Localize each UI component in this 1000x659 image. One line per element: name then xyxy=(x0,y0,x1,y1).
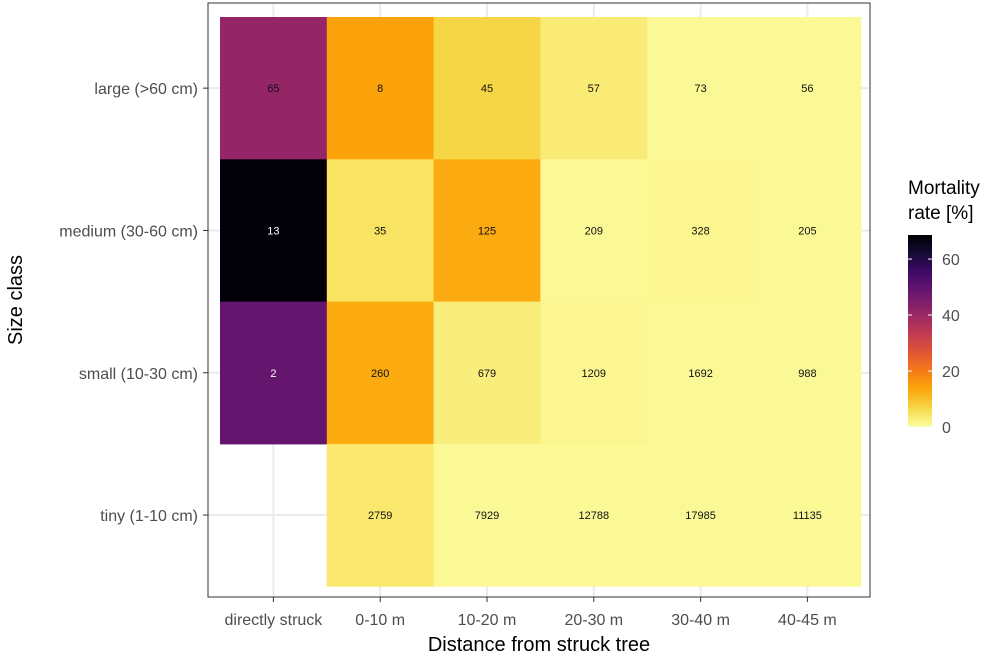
x-tick-label: 20-30 m xyxy=(564,612,623,629)
cell-label: 679 xyxy=(478,368,496,380)
legend-tick-label: 40 xyxy=(942,308,960,325)
cell-label: 56 xyxy=(801,83,813,95)
x-tick-label: 0-10 m xyxy=(355,612,405,629)
cell-label: 11135 xyxy=(793,510,822,522)
y-axis-ticks: large (>60 cm) medium (30-60 cm) small (10… xyxy=(59,81,208,525)
cell-label: 7929 xyxy=(475,510,499,522)
heatmap-cell xyxy=(326,301,435,445)
cell-label: 205 xyxy=(798,225,816,237)
heatmap-cell xyxy=(540,159,648,303)
cell-label: 1692 xyxy=(688,368,712,380)
cell-label: 65 xyxy=(267,83,279,95)
heatmap-cell xyxy=(647,17,755,160)
x-tick-label: 10-20 m xyxy=(458,612,517,629)
heatmap-cell xyxy=(540,301,648,445)
heatmap-cell xyxy=(754,17,862,160)
legend-tick-label: 20 xyxy=(942,364,960,381)
cell-label: 12788 xyxy=(579,510,610,522)
legend-tick-label: 60 xyxy=(942,252,960,269)
cell-label: 45 xyxy=(481,83,493,95)
legend: Mortality rate [%] 0 20 40 60 xyxy=(908,178,980,437)
cell-label: 17985 xyxy=(685,510,716,522)
cell-label: 988 xyxy=(798,368,816,380)
y-tick-label: large (>60 cm) xyxy=(94,81,198,98)
x-axis-title: Distance from struck tree xyxy=(428,634,650,654)
cell-label: 328 xyxy=(691,225,709,237)
y-tick-label: small (10-30 cm) xyxy=(79,366,198,383)
colorbar xyxy=(908,235,932,427)
cell-label: 260 xyxy=(371,368,389,380)
heatmap-cell xyxy=(220,301,328,445)
heatmap-cell xyxy=(220,159,328,303)
cell-label: 8 xyxy=(377,83,383,95)
x-axis-ticks: directly struck 0-10 m 10-20 m 20-30 m 30-40… xyxy=(225,597,837,629)
cell-label: 13 xyxy=(267,225,279,237)
panel-border xyxy=(207,2,871,598)
heatmap-cell xyxy=(326,443,435,587)
cell-label: 1209 xyxy=(582,368,606,380)
cell-label: 2759 xyxy=(368,510,392,522)
x-tick-label: directly struck xyxy=(225,612,324,629)
y-axis-title: Size class xyxy=(5,255,27,345)
heatmap-cell xyxy=(540,17,648,160)
legend-title-line2: rate [%] xyxy=(908,203,973,224)
y-tick-label: medium (30-60 cm) xyxy=(59,223,198,240)
heatmap-cell xyxy=(433,443,541,587)
heatmap-cell xyxy=(326,159,435,303)
x-tick-label: 30-40 m xyxy=(671,612,730,629)
cell-label: 209 xyxy=(585,225,603,237)
cell-label: 125 xyxy=(478,225,496,237)
legend-title-line1: Mortality xyxy=(908,178,980,199)
y-tick-label: tiny (1-10 cm) xyxy=(100,508,198,525)
cell-label: 57 xyxy=(588,83,600,95)
heatmap-cell xyxy=(754,159,862,303)
cell-label: 35 xyxy=(374,225,386,237)
heatmap-cell xyxy=(754,301,862,445)
heatmap-cell xyxy=(326,17,435,160)
heatmap-cell xyxy=(647,443,755,587)
x-tick-label: 40-45 m xyxy=(778,612,837,629)
heatmap-cell xyxy=(433,301,541,445)
cell-label: 2 xyxy=(270,368,276,380)
heatmap-cell xyxy=(433,17,541,160)
cell-label: 73 xyxy=(694,83,706,95)
heatmap-cell xyxy=(433,159,541,303)
heatmap-cell xyxy=(754,443,862,587)
heatmap-cell xyxy=(220,17,328,160)
legend-tick-label: 0 xyxy=(942,420,951,437)
heatmap-cell xyxy=(540,443,648,587)
heatmap-cells: 65 8 45 57 73 56 13 35 125 209 328 205 2 260 679 1209 16… xyxy=(220,17,862,587)
heatmap-cell xyxy=(647,301,755,445)
heatmap-cell xyxy=(647,159,755,303)
